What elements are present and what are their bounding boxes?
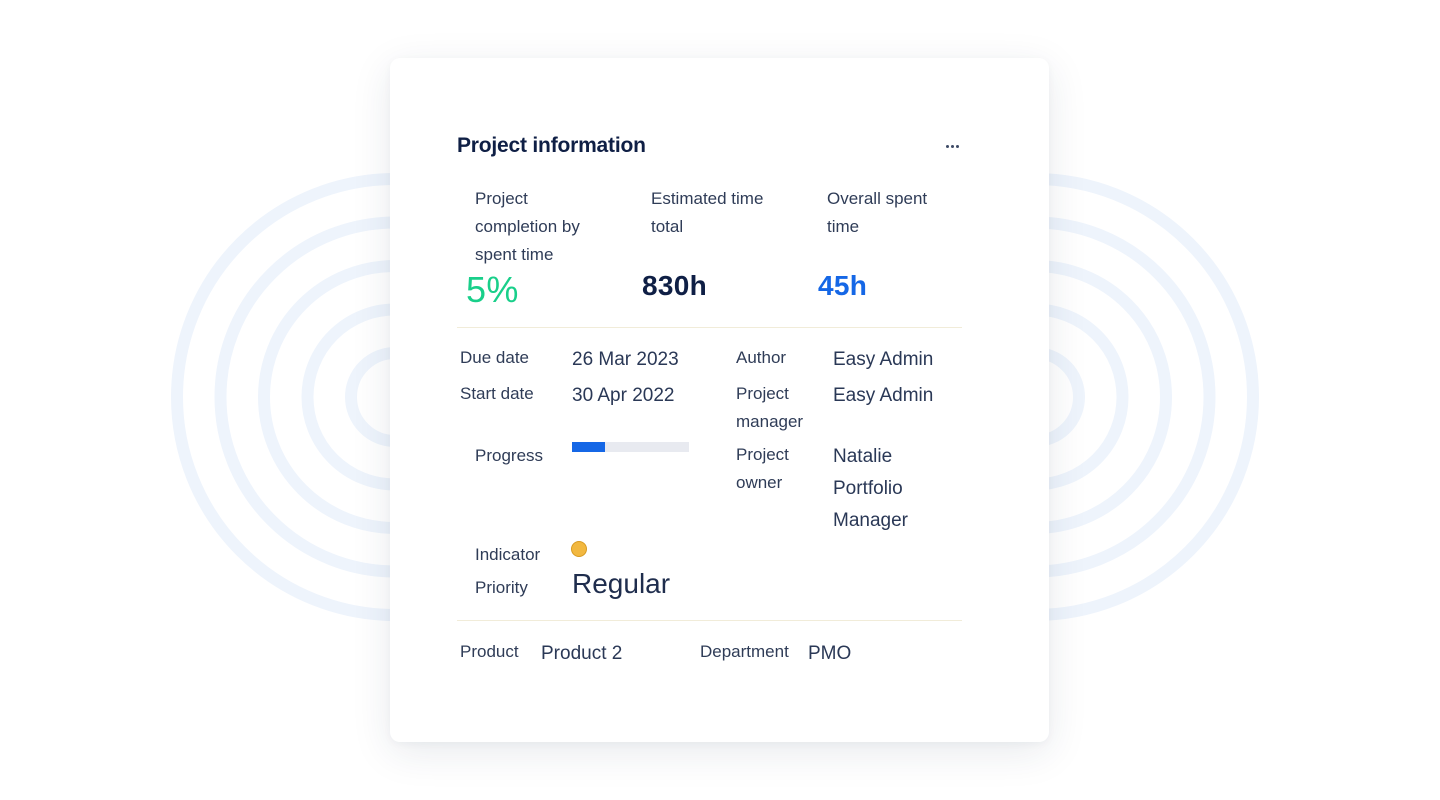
product-value: Product 2: [541, 643, 623, 664]
author-label: Author: [736, 348, 787, 367]
kpi-spent-label: Overall spent time: [827, 189, 928, 236]
kpi-estimated-label: Estimated time total: [651, 189, 764, 236]
project-owner-label: Project owner: [736, 445, 789, 492]
due-date-label: Due date: [460, 348, 529, 367]
kpi-completion-value: 5%: [466, 269, 519, 310]
priority-value: Regular: [572, 568, 671, 599]
priority-label: Priority: [475, 578, 528, 597]
progress-label: Progress: [475, 446, 544, 465]
product-label: Product: [460, 642, 519, 661]
progress-bar-fill: [572, 442, 605, 452]
start-date-label: Start date: [460, 384, 534, 403]
author-value: Easy Admin: [833, 349, 934, 370]
project-information-widget: Project information Project completion b…: [390, 58, 1049, 742]
widget-title: Project information: [457, 134, 646, 157]
department-value: PMO: [808, 643, 852, 664]
kpi-estimated-value: 830h: [642, 270, 708, 301]
project-manager-value: Easy Admin: [833, 385, 934, 406]
divider: [457, 327, 962, 328]
divider: [457, 620, 962, 621]
due-date-value: 26 Mar 2023: [572, 349, 679, 370]
project-manager-label: Project manager: [736, 384, 804, 431]
progress-bar: [572, 442, 689, 452]
status-indicator-dot: [571, 541, 587, 557]
project-owner-value: Natalie Portfolio Manager: [833, 446, 908, 531]
kpi-completion-label: Project completion by spent time: [475, 189, 580, 264]
start-date-value: 30 Apr 2022: [572, 385, 675, 406]
kpi-spent-value: 45h: [818, 270, 868, 301]
indicator-label: Indicator: [475, 545, 541, 564]
department-label: Department: [700, 642, 789, 661]
ellipsis-icon[interactable]: [942, 136, 964, 158]
